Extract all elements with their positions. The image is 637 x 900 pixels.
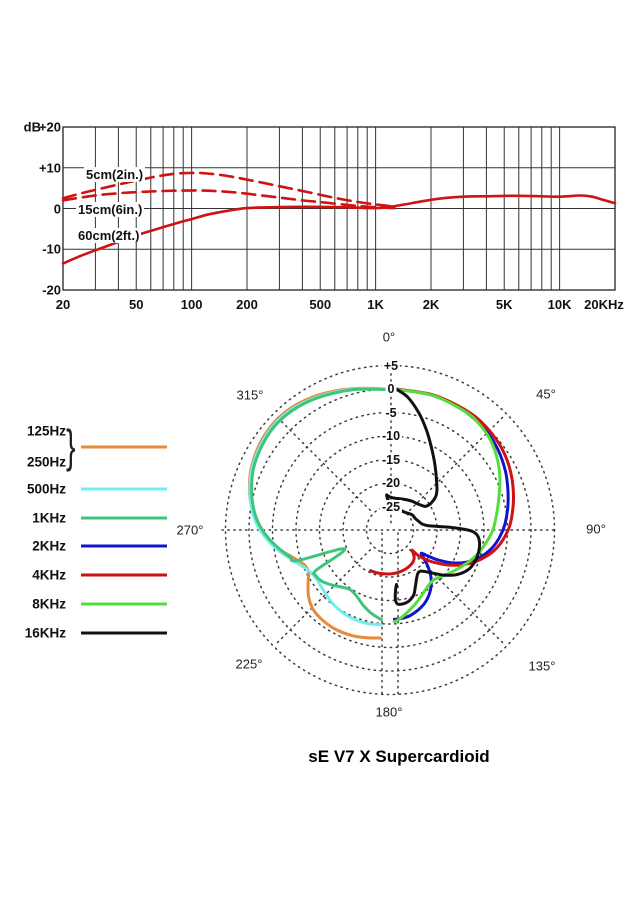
fr-ytick-+20: +20 <box>38 119 61 135</box>
polar-ring--25 <box>365 505 415 555</box>
polar-radial-label--20: -20 <box>379 476 403 490</box>
fr-ytick-+10: +10 <box>38 160 61 176</box>
polar-angle-label-135°: 135° <box>528 658 556 674</box>
fr-curve-60cm(2ft.) <box>61 194 617 265</box>
polar-radial-label--10: -10 <box>379 429 403 443</box>
legend-swatch-125Hz-250Hz <box>81 445 167 448</box>
legend-label-16KHz: 16KHz <box>24 625 66 641</box>
legend-swatch-2KHz <box>81 544 167 548</box>
legend-brace: } <box>66 419 76 472</box>
legend-swatch-8KHz <box>81 602 167 606</box>
legend-swatch-4KHz <box>81 573 167 577</box>
polar-angle-label-45°: 45° <box>536 386 556 402</box>
polar-chart-title: sE V7 X Supercardioid <box>308 747 490 766</box>
fr-chart-frame <box>62 126 616 291</box>
legend-label-500Hz: 500Hz <box>26 481 66 497</box>
fr-curve-label-15cm(6in.): 15cm(6in.) <box>76 202 145 217</box>
fr-xtick-500: 500 <box>309 297 332 312</box>
polar-radial-label-0: 0 <box>385 382 397 396</box>
polar-spoke-225 <box>273 549 371 647</box>
polar-ring-0 <box>248 388 532 672</box>
fr-xtick-5K: 5K <box>495 297 513 312</box>
fr-curve-label-5cm(2in.): 5cm(2in.) <box>84 167 146 182</box>
fr-ytick--10: -10 <box>42 241 61 257</box>
fr-xtick-100: 100 <box>180 297 203 312</box>
fr-curve-label-60cm(2ft.): 60cm(2ft.) <box>76 228 142 243</box>
polar-ring--20 <box>342 482 438 578</box>
fr-xtick-2K: 2K <box>422 297 440 312</box>
fr-xtick-20: 20 <box>55 297 71 312</box>
legend-swatch-500Hz <box>81 487 167 491</box>
fr-xtick-10K: 10K <box>547 297 572 312</box>
legend-label-2KHz: 2KHz <box>32 538 66 554</box>
polar-curve-4KHz <box>369 387 516 576</box>
fr-axis-unit-db: dB <box>23 119 41 135</box>
fr-curve-5cm(2in.) <box>61 171 398 209</box>
polar-radial-label-+5: +5 <box>381 358 401 373</box>
polar-curve-16KHz <box>385 387 482 606</box>
fr-ytick--20: -20 <box>42 282 61 298</box>
fr-xtick-200: 200 <box>236 297 258 312</box>
polar-radial-label--25: -25 <box>379 499 403 514</box>
polar-angle-label-0°: 0° <box>382 329 396 345</box>
legend-label-125Hz: 125Hz <box>26 423 66 439</box>
polar-angle-label-225°: 225° <box>235 656 263 672</box>
polar-radial-label--15: -15 <box>379 452 403 467</box>
polar-spoke-135 <box>409 549 507 647</box>
legend-swatch-16KHz <box>81 631 167 635</box>
polar-spoke-45 <box>409 413 507 511</box>
polar-angle-label-90°: 90° <box>586 521 606 537</box>
polar-curve-125/250Hz <box>247 386 388 640</box>
legend-label-4KHz: 4KHz <box>32 567 66 583</box>
legend-label-8KHz: 8KHz <box>32 596 66 612</box>
legend-label-250Hz: 250Hz <box>26 454 66 470</box>
polar-curve-1KHz <box>250 387 388 622</box>
polar-angle-label-270°: 270° <box>176 522 204 538</box>
polar-radial-label--5: -5 <box>383 405 399 420</box>
fr-ytick-0: 0 <box>53 201 61 216</box>
legend-swatch-1KHz <box>81 516 167 520</box>
polar-angle-label-180°: 180° <box>375 704 403 720</box>
fr-xtick-20KHz: 20KHz <box>584 297 624 312</box>
polar-angle-label-315°: 315° <box>236 387 264 403</box>
fr-curve-15cm(6in.) <box>61 189 398 210</box>
polar-curve-2KHz <box>392 388 510 621</box>
fr-xtick-1K: 1K <box>367 297 384 312</box>
fr-xtick-50: 50 <box>128 297 144 312</box>
polar-spoke-315 <box>273 413 371 511</box>
legend-label-1KHz: 1KHz <box>32 510 66 526</box>
